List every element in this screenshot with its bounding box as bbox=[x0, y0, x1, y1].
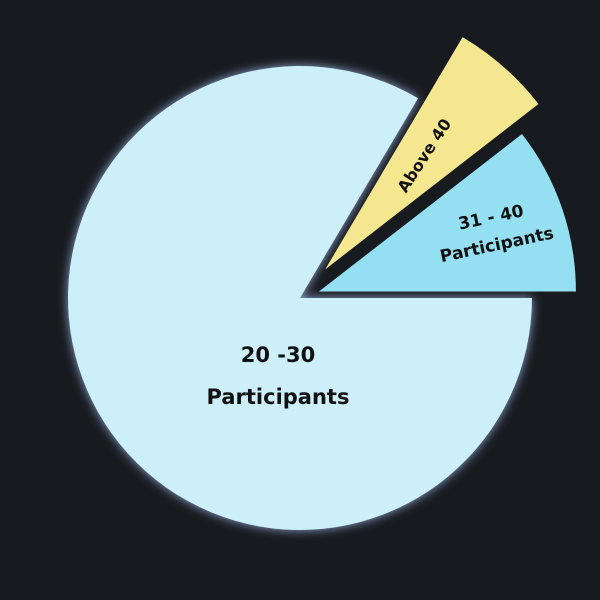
slice-label: 20 -30 bbox=[241, 343, 315, 367]
pie-slice bbox=[318, 134, 576, 292]
slice-label: Participants bbox=[207, 385, 350, 409]
pie-slice bbox=[68, 66, 533, 530]
slice-label-group: 20 -30 Participants bbox=[207, 343, 350, 409]
pie-slice bbox=[325, 37, 539, 270]
